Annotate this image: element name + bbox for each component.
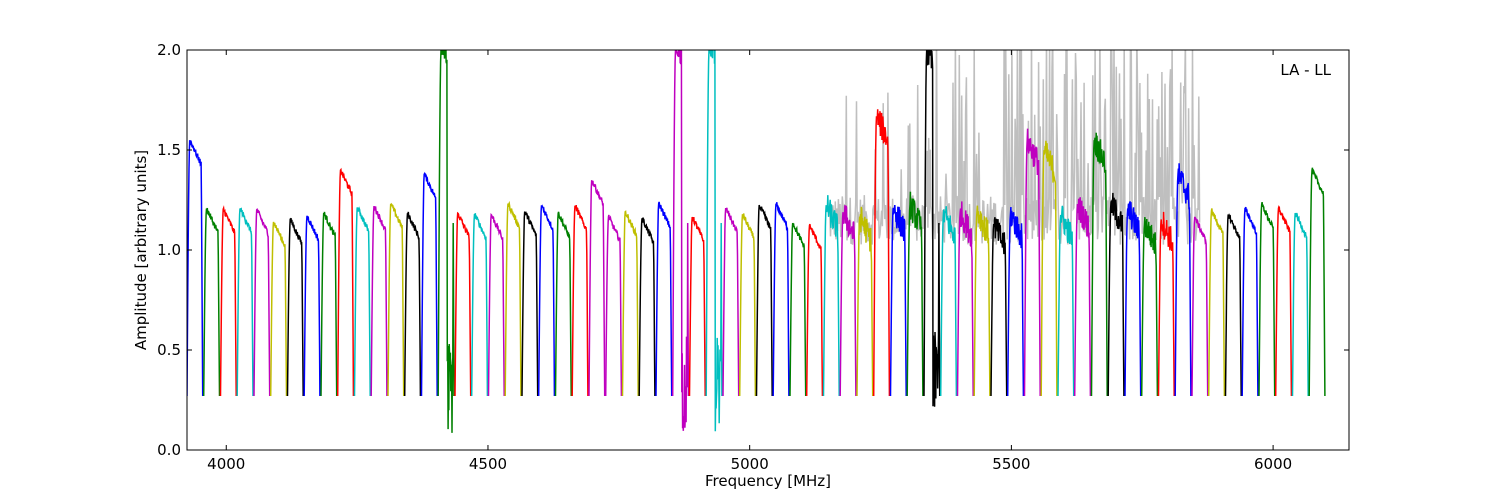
- y-tick-label: 0.5: [157, 341, 181, 359]
- subband-series: [336, 167, 355, 397]
- subband-series: [554, 211, 572, 397]
- subband-series: [320, 211, 338, 397]
- subband-series: [1006, 206, 1025, 397]
- subband-series: [521, 211, 539, 397]
- subband-series: [956, 201, 974, 397]
- subband-series: [470, 213, 489, 397]
- subband-series: [437, 50, 455, 433]
- subband-series: [420, 171, 438, 397]
- subband-series: [303, 215, 321, 397]
- y-tick-label: 1.0: [157, 241, 181, 259]
- subband-series: [269, 221, 288, 397]
- subband-series: [705, 50, 723, 432]
- y-tick-label: 2.0: [157, 41, 181, 59]
- subband-series: [202, 207, 221, 397]
- subband-series: [1241, 206, 1259, 397]
- subband-series: [253, 208, 271, 397]
- subband-series: [1174, 163, 1192, 397]
- subband-series: [1207, 208, 1226, 397]
- y-tick-label: 0.0: [157, 441, 181, 459]
- subband-series: [1107, 192, 1125, 397]
- subband-series: [856, 206, 874, 397]
- subband-series: [353, 206, 371, 397]
- subband-series: [738, 213, 757, 397]
- subband-series: [1224, 212, 1242, 397]
- subband-series: [604, 214, 623, 397]
- subband-series: [1191, 216, 1209, 397]
- chart-annotation: LA - LL: [1280, 61, 1331, 79]
- series-layer: [187, 50, 1326, 433]
- subband-series: [872, 109, 891, 397]
- subband-series: [789, 222, 807, 397]
- x-tick-label: 4000: [207, 455, 245, 473]
- subband-series: [973, 205, 991, 397]
- subband-series: [1057, 205, 1075, 397]
- subband-series: [1274, 205, 1293, 397]
- subband-series: [370, 205, 388, 397]
- subband-series: [889, 205, 907, 397]
- subband-series: [454, 211, 472, 397]
- subband-series: [1291, 212, 1309, 397]
- subband-series: [1157, 211, 1175, 397]
- subband-series: [923, 50, 941, 407]
- y-tick-label: 1.5: [157, 141, 181, 159]
- subband-series: [504, 200, 522, 397]
- subband-series: [236, 207, 254, 397]
- x-tick-label: 6000: [1254, 455, 1292, 473]
- subband-series: [990, 217, 1008, 397]
- subband-series: [671, 50, 690, 431]
- subband-series: [537, 204, 556, 397]
- background-series: [827, 50, 1201, 245]
- subband-series: [1073, 197, 1092, 397]
- x-tick-label: 5000: [731, 455, 769, 473]
- subband-series: [688, 216, 706, 397]
- subband-series: [906, 191, 924, 397]
- subband-series: [939, 206, 958, 397]
- subband-series: [722, 207, 740, 397]
- x-tick-label: 5500: [992, 455, 1030, 473]
- subband-series: [403, 211, 422, 397]
- x-tick-label: 4500: [469, 455, 507, 473]
- y-axis-label: Amplitude [arbitrary units]: [132, 150, 150, 350]
- subband-series: [655, 201, 673, 397]
- subband-series: [1090, 132, 1108, 397]
- subband-series: [571, 205, 589, 397]
- subband-series: [387, 202, 405, 397]
- ticks-layer: 4000 4500 5000 5500 6000 0.0 0.5 1.0 1.5 2.0: [157, 41, 1349, 473]
- subband-series: [638, 216, 656, 397]
- subband-series: [621, 210, 639, 397]
- subband-series: [1258, 201, 1276, 397]
- subband-series: [805, 223, 824, 397]
- subband-series: [219, 205, 237, 397]
- subband-series: [822, 195, 840, 397]
- subband-series: [1040, 140, 1058, 397]
- subband-series: [286, 217, 304, 397]
- subband-series: [487, 213, 505, 397]
- subband-series: [839, 205, 857, 397]
- subband-series: [1308, 167, 1326, 397]
- subband-series: [187, 140, 204, 397]
- subband-series: [1023, 128, 1041, 397]
- x-axis-label: Frequency [MHz]: [705, 472, 831, 490]
- subband-series: [1140, 217, 1159, 397]
- subband-series: [1124, 201, 1142, 397]
- subband-series: [588, 180, 606, 397]
- subband-series: [772, 202, 790, 397]
- subband-series: [755, 204, 773, 397]
